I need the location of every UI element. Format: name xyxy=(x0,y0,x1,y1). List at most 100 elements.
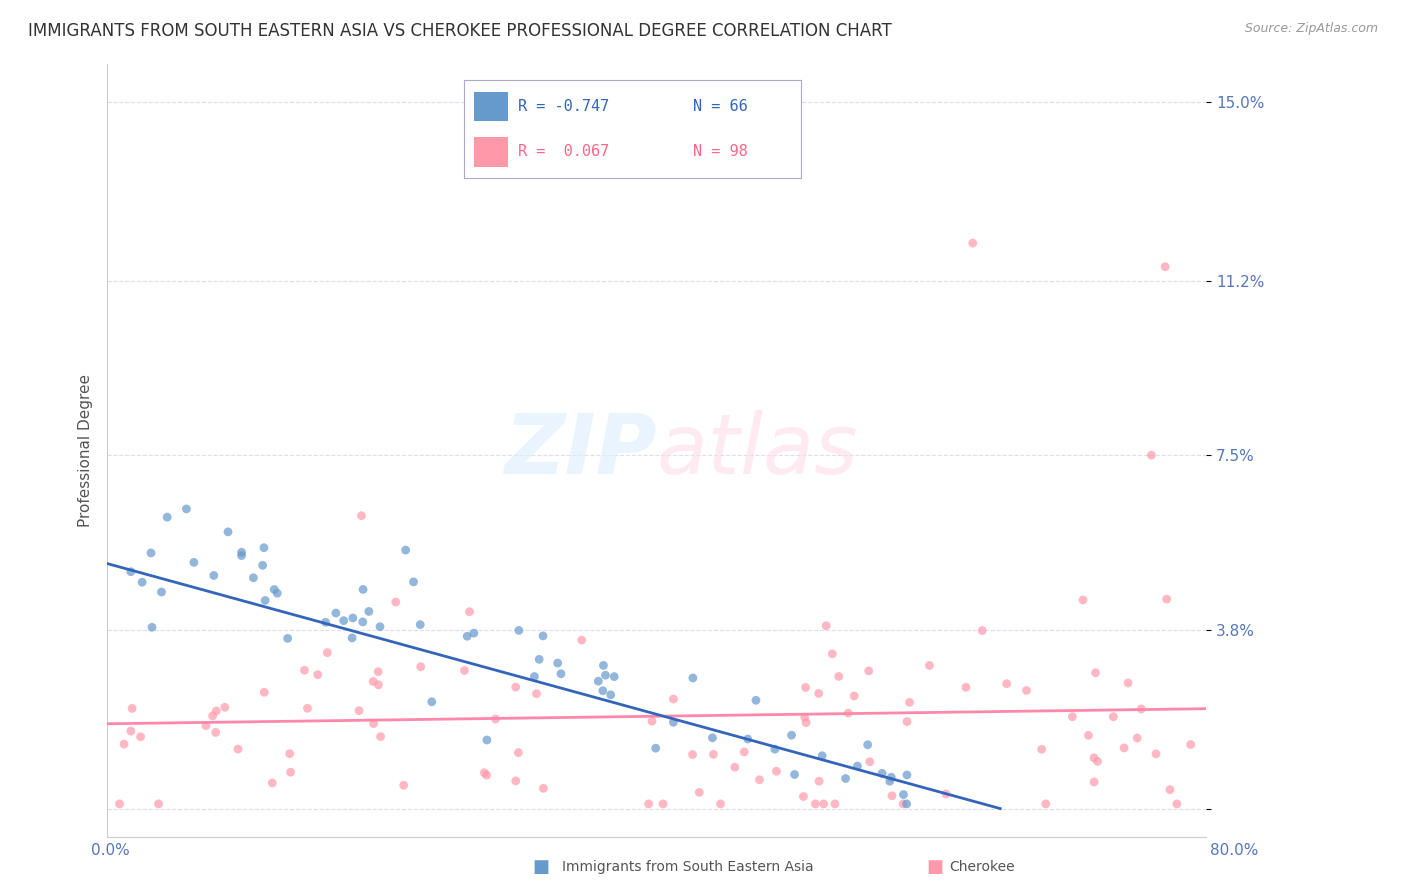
Point xyxy=(828,669,851,683)
Point xyxy=(475,768,498,782)
Point xyxy=(205,704,228,718)
Point xyxy=(156,510,179,524)
Bar xyxy=(474,92,508,121)
Point xyxy=(811,748,834,763)
Point xyxy=(765,764,787,779)
Point xyxy=(641,714,664,728)
Point xyxy=(352,615,374,629)
Point xyxy=(475,733,498,747)
Point xyxy=(352,582,374,597)
Point xyxy=(962,236,984,251)
Point xyxy=(880,789,903,803)
Point xyxy=(898,695,921,709)
Point xyxy=(231,549,253,563)
Text: Source: ZipAtlas.com: Source: ZipAtlas.com xyxy=(1244,22,1378,36)
Point xyxy=(1126,731,1149,745)
Point xyxy=(280,765,302,780)
Point xyxy=(1130,702,1153,716)
Point xyxy=(595,668,617,682)
Point xyxy=(505,680,527,694)
Point xyxy=(834,772,856,786)
Point xyxy=(748,772,770,787)
Point xyxy=(550,666,572,681)
Point xyxy=(1083,775,1105,789)
Point xyxy=(350,508,373,523)
Point xyxy=(508,746,530,760)
Point xyxy=(484,712,506,726)
Point xyxy=(1180,738,1202,752)
Point xyxy=(176,502,198,516)
Text: N = 66: N = 66 xyxy=(693,99,748,114)
Point xyxy=(733,745,755,759)
Point xyxy=(837,706,859,720)
Point xyxy=(183,555,205,569)
Point xyxy=(253,541,276,555)
Point xyxy=(1102,709,1125,723)
Point xyxy=(370,730,392,744)
Point xyxy=(278,747,301,761)
Point xyxy=(226,742,249,756)
Point xyxy=(783,767,806,781)
Point xyxy=(150,585,173,599)
Point xyxy=(1084,665,1107,680)
Point xyxy=(342,611,364,625)
Point xyxy=(1062,710,1084,724)
Point xyxy=(131,575,153,590)
Point xyxy=(242,571,264,585)
Point xyxy=(347,704,370,718)
Point xyxy=(148,797,170,811)
Point xyxy=(737,732,759,747)
Point xyxy=(294,663,316,677)
Point xyxy=(112,737,135,751)
Point xyxy=(794,715,817,730)
Point xyxy=(194,719,217,733)
Point xyxy=(214,700,236,714)
Point xyxy=(652,797,675,811)
Point xyxy=(340,631,363,645)
Point xyxy=(844,689,866,703)
Point xyxy=(1071,593,1094,607)
Text: Immigrants from South Eastern Asia: Immigrants from South Eastern Asia xyxy=(562,860,814,874)
Text: 80.0%: 80.0% xyxy=(1211,843,1258,858)
Text: ■: ■ xyxy=(533,858,550,876)
Point xyxy=(458,605,481,619)
Point xyxy=(254,593,277,607)
Point xyxy=(361,674,384,689)
Point xyxy=(120,565,142,579)
Point xyxy=(307,667,329,681)
Point xyxy=(120,724,142,739)
Point xyxy=(896,714,918,729)
Point xyxy=(918,658,941,673)
Point xyxy=(1116,676,1139,690)
Point xyxy=(217,524,239,539)
Point xyxy=(592,658,614,673)
Point xyxy=(420,695,443,709)
Point xyxy=(266,586,288,600)
Point xyxy=(526,687,548,701)
Point xyxy=(935,787,957,801)
Point xyxy=(870,766,893,780)
Point xyxy=(531,629,554,643)
Point xyxy=(253,685,276,699)
Point xyxy=(367,678,389,692)
Point xyxy=(1015,683,1038,698)
Point xyxy=(808,774,831,789)
Point xyxy=(263,582,285,597)
Point xyxy=(472,765,495,780)
Point xyxy=(121,701,143,715)
Point xyxy=(702,731,724,745)
Point xyxy=(402,574,425,589)
Point xyxy=(463,626,485,640)
Point xyxy=(780,728,803,742)
Point xyxy=(702,747,724,762)
Point xyxy=(1035,797,1057,811)
Text: ZIP: ZIP xyxy=(505,410,657,491)
Point xyxy=(453,664,475,678)
Point xyxy=(529,652,551,666)
Point xyxy=(508,624,530,638)
Point xyxy=(644,741,666,756)
Point xyxy=(1166,797,1188,811)
Point xyxy=(108,797,131,811)
Point xyxy=(1087,755,1109,769)
Point xyxy=(1114,740,1136,755)
